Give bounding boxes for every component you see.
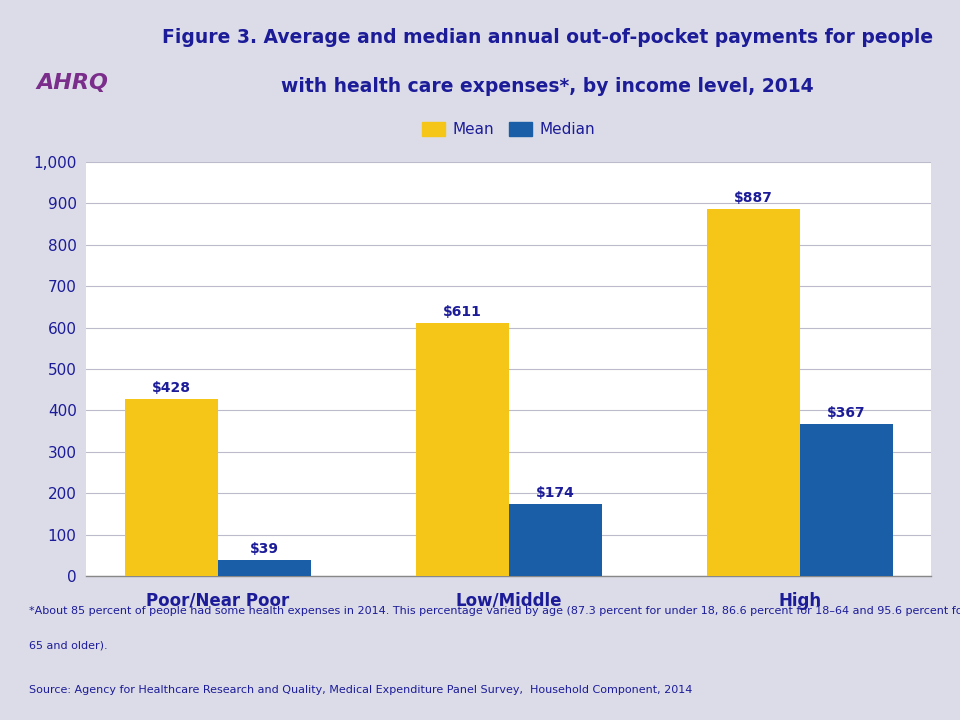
Text: $39: $39 [250,541,279,556]
Text: $174: $174 [536,486,575,500]
Text: $887: $887 [733,191,773,204]
Bar [800,424,893,576]
Text: $367: $367 [827,406,866,420]
Text: 65 and older).: 65 and older). [29,641,108,651]
Bar [416,323,509,576]
Text: with health care expenses*, by income level, 2014: with health care expenses*, by income le… [281,77,813,96]
Text: $428: $428 [152,381,191,395]
Bar [509,504,602,576]
Bar [707,209,800,576]
Bar [218,560,311,576]
FancyBboxPatch shape [0,8,144,128]
Legend: Mean, Median: Mean, Median [416,116,602,143]
Text: Source: Agency for Healthcare Research and Quality, Medical Expenditure Panel Su: Source: Agency for Healthcare Research a… [29,685,692,695]
Text: AHRQ: AHRQ [36,73,108,93]
Bar [125,399,218,576]
Text: *About 85 percent of people had some health expenses in 2014. This percentage va: *About 85 percent of people had some hea… [29,606,960,616]
Text: $611: $611 [443,305,482,319]
Text: Figure 3. Average and median annual out-of-pocket payments for people: Figure 3. Average and median annual out-… [161,28,933,47]
